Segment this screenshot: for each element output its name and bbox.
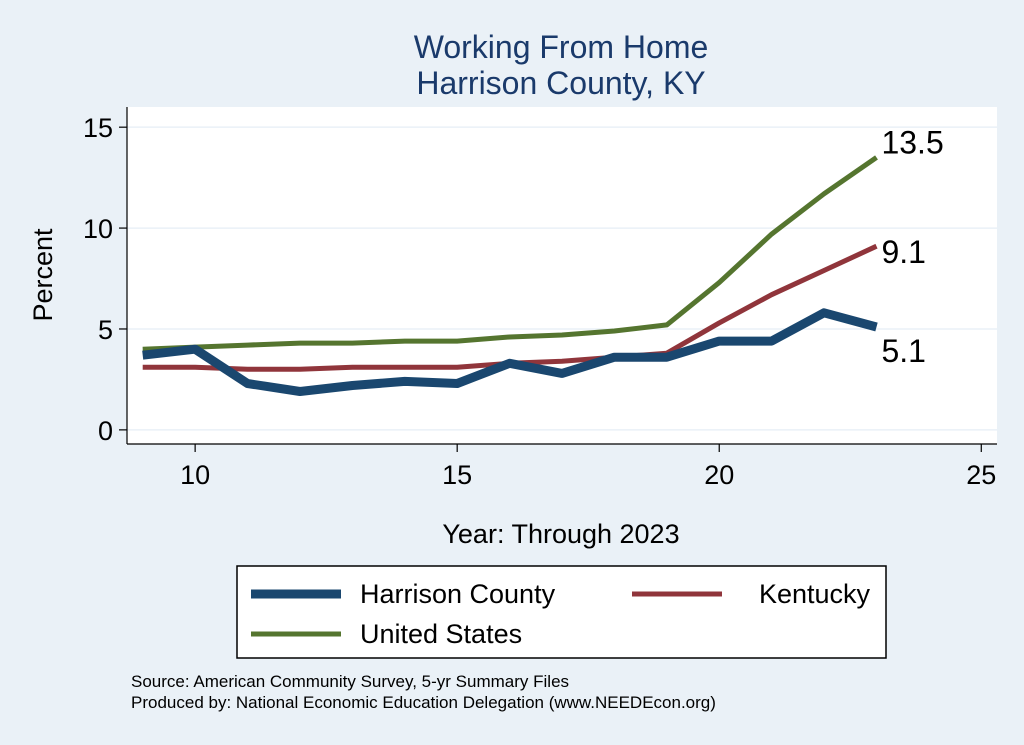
source-note: Source: American Community Survey, 5-yr …: [131, 672, 570, 691]
axes: 0 5 10 15 10 15 20 25: [83, 107, 997, 490]
end-label-kentucky: 9.1: [881, 234, 925, 270]
legend: Harrison County Kentucky United States: [236, 565, 887, 659]
x-tick-label-10: 10: [180, 460, 210, 490]
x-tick-label-25: 25: [966, 460, 996, 490]
series-line-united-states: [142, 155, 878, 352]
end-label-united-states: 13.5: [881, 124, 943, 160]
chart-title-line-1: Working From Home: [414, 29, 709, 65]
end-labels: 5.1 9.1 13.5: [881, 124, 943, 369]
y-tick-label-10: 10: [83, 214, 113, 244]
plot-area: [127, 107, 997, 444]
legend-label-kentucky: Kentucky: [759, 579, 871, 609]
series-lines: [142, 155, 878, 396]
producer-note: Produced by: National Economic Education…: [131, 693, 716, 712]
y-tick-label-5: 5: [98, 315, 113, 345]
legend-label-united-states: United States: [360, 619, 522, 649]
end-label-harrison-county: 5.1: [881, 333, 925, 369]
y-tick-label-0: 0: [98, 416, 113, 446]
chart-title-line-2: Harrison County, KY: [416, 65, 705, 101]
legend-box: [236, 565, 887, 659]
x-axis-label: Year: Through 2023: [442, 519, 679, 549]
x-tick-label-15: 15: [442, 460, 472, 490]
series-line-harrison-county: [142, 308, 878, 396]
x-tick-label-20: 20: [704, 460, 734, 490]
y-axis-label: Percent: [28, 228, 58, 322]
legend-label-harrison-county: Harrison County: [360, 579, 556, 609]
gridlines: [127, 126, 997, 431]
y-tick-label-15: 15: [83, 113, 113, 143]
